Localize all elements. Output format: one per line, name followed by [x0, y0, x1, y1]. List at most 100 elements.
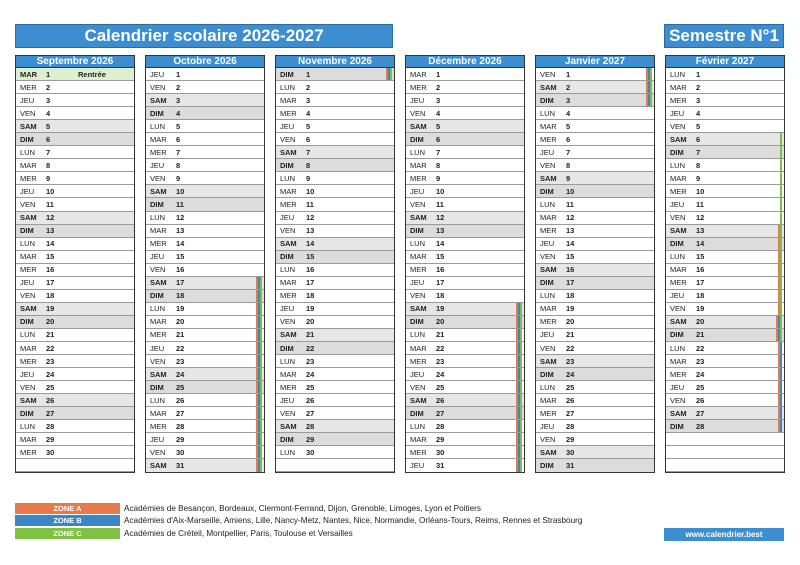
day-row[interactable]: LUN 19: [146, 302, 264, 316]
day-row[interactable]: LUN 26: [146, 394, 264, 408]
day-row[interactable]: MAR 22: [16, 342, 134, 356]
day-row[interactable]: MAR 1 Rentrée: [16, 68, 134, 82]
day-row[interactable]: SAM 30: [536, 446, 654, 460]
day-row[interactable]: SAM 16: [536, 263, 654, 277]
day-row[interactable]: MER 7: [146, 146, 264, 160]
day-row[interactable]: MAR 8: [16, 159, 134, 173]
day-row[interactable]: MAR 24: [276, 368, 394, 382]
day-row[interactable]: MAR 8: [406, 159, 524, 173]
day-row[interactable]: LUN 21: [406, 328, 524, 342]
day-row[interactable]: VEN 12: [666, 211, 784, 225]
day-row[interactable]: SAM 9: [536, 172, 654, 186]
day-row[interactable]: MAR 10: [276, 185, 394, 199]
day-row[interactable]: MAR 15: [16, 251, 134, 264]
day-row[interactable]: DIM 1: [276, 68, 394, 82]
day-row[interactable]: VEN 30: [146, 446, 264, 460]
day-row[interactable]: VEN 18: [16, 290, 134, 303]
day-row[interactable]: SAM 7: [276, 146, 394, 160]
day-row[interactable]: VEN 18: [406, 290, 524, 303]
day-row[interactable]: SAM 28: [276, 420, 394, 434]
day-row[interactable]: DIM 13: [16, 224, 134, 238]
day-row[interactable]: LUN 8: [666, 159, 784, 173]
day-row[interactable]: MER 14: [146, 238, 264, 251]
day-row[interactable]: SAM 26: [406, 394, 524, 408]
day-row[interactable]: LUN 5: [146, 120, 264, 134]
day-row[interactable]: MAR 9: [666, 172, 784, 186]
day-row[interactable]: SAM 31: [146, 459, 264, 473]
day-row[interactable]: LUN 28: [406, 420, 524, 434]
day-row[interactable]: MER 11: [276, 198, 394, 212]
day-row[interactable]: LUN 28: [16, 420, 134, 434]
day-row[interactable]: MAR 3: [276, 94, 394, 108]
day-row[interactable]: MAR 26: [536, 394, 654, 408]
day-row[interactable]: DIM 14: [666, 237, 784, 251]
day-row[interactable]: DIM 8: [276, 159, 394, 173]
day-row[interactable]: DIM 21: [666, 328, 784, 342]
day-row[interactable]: MER 30: [16, 446, 134, 460]
day-row[interactable]: DIM 20: [16, 315, 134, 329]
day-row[interactable]: DIM 6: [406, 133, 524, 147]
day-row[interactable]: JEU 10: [406, 185, 524, 199]
day-row[interactable]: VEN 4: [16, 107, 134, 121]
day-row[interactable]: DIM 28: [666, 420, 784, 434]
day-row[interactable]: MER 23: [406, 355, 524, 369]
day-row[interactable]: VEN 26: [666, 394, 784, 408]
day-row[interactable]: JEU 17: [406, 277, 524, 290]
day-row[interactable]: DIM 24: [536, 368, 654, 382]
day-row[interactable]: SAM 24: [146, 368, 264, 382]
day-row[interactable]: LUN 11: [536, 198, 654, 212]
day-row[interactable]: VEN 9: [146, 172, 264, 186]
day-row[interactable]: VEN 11: [406, 198, 524, 212]
day-row[interactable]: MER 16: [406, 264, 524, 277]
day-row[interactable]: DIM 17: [536, 276, 654, 290]
day-row[interactable]: LUN 14: [406, 238, 524, 251]
day-row[interactable]: DIM 25: [146, 381, 264, 395]
day-row[interactable]: DIM 10: [536, 185, 654, 199]
day-row[interactable]: DIM 31: [536, 459, 654, 473]
day-row[interactable]: SAM 19: [406, 302, 524, 316]
day-row[interactable]: DIM 11: [146, 198, 264, 212]
day-row[interactable]: SAM 5: [406, 120, 524, 134]
day-row[interactable]: MAR 29: [16, 433, 134, 447]
day-row[interactable]: MER 17: [666, 276, 784, 290]
day-row[interactable]: LUN 7: [406, 146, 524, 160]
day-row[interactable]: LUN 12: [146, 212, 264, 225]
day-row[interactable]: MER 21: [146, 328, 264, 342]
day-row[interactable]: MER 2: [16, 81, 134, 95]
day-row[interactable]: SAM 6: [666, 133, 784, 147]
day-row[interactable]: LUN 7: [16, 146, 134, 160]
day-row[interactable]: MER 27: [536, 407, 654, 421]
day-row[interactable]: MER 13: [536, 225, 654, 238]
day-row[interactable]: SAM 19: [16, 302, 134, 316]
day-row[interactable]: SAM 5: [16, 120, 134, 134]
day-row[interactable]: JEU 17: [16, 277, 134, 290]
day-row[interactable]: MER 10: [666, 185, 784, 199]
day-row[interactable]: VEN 8: [536, 159, 654, 173]
day-row[interactable]: VEN 27: [276, 407, 394, 421]
day-row[interactable]: MER 3: [666, 94, 784, 108]
day-row[interactable]: DIM 13: [406, 224, 524, 238]
day-row[interactable]: SAM 27: [666, 407, 784, 421]
day-row[interactable]: DIM 27: [16, 407, 134, 421]
day-row[interactable]: MAR 17: [276, 277, 394, 290]
day-row[interactable]: MAR 16: [666, 263, 784, 277]
day-row[interactable]: JEU 25: [666, 381, 784, 395]
day-row[interactable]: MER 18: [276, 290, 394, 303]
day-row[interactable]: JEU 21: [536, 329, 654, 342]
day-row[interactable]: MER 6: [536, 133, 654, 147]
day-row[interactable]: VEN 16: [146, 264, 264, 277]
day-row[interactable]: VEN 19: [666, 302, 784, 316]
website-link[interactable]: www.calendrier.best: [664, 528, 784, 541]
day-row[interactable]: LUN 15: [666, 250, 784, 264]
day-row[interactable]: JEU 24: [406, 368, 524, 382]
day-row[interactable]: MAR 22: [406, 341, 524, 356]
day-row[interactable]: MAR 15: [406, 251, 524, 264]
day-row[interactable]: SAM 3: [146, 94, 264, 108]
day-row[interactable]: JEU 26: [276, 394, 394, 408]
day-row[interactable]: SAM 13: [666, 224, 784, 238]
day-row[interactable]: MAR 6: [146, 133, 264, 147]
day-row[interactable]: JEU 18: [666, 289, 784, 303]
day-row[interactable]: VEN 15: [536, 251, 654, 264]
day-row[interactable]: DIM 22: [276, 341, 394, 356]
day-row[interactable]: MAR 23: [666, 355, 784, 369]
